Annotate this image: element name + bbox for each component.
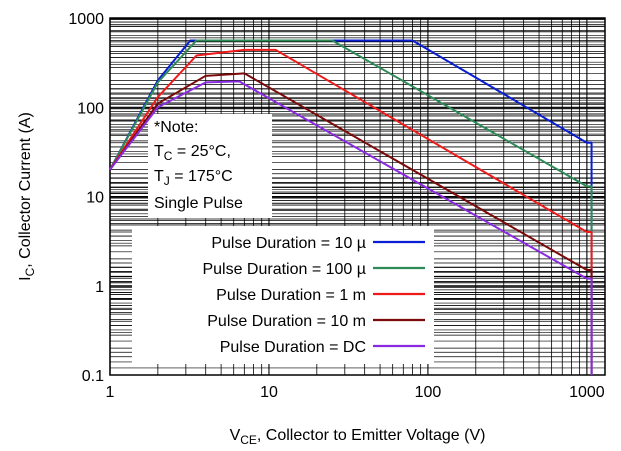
note-tj: TJ = 175°C (154, 168, 233, 188)
legend: Pulse Duration = 10 µ Pulse Duration = 10… (132, 226, 434, 364)
y-tick-label-0: 0.1 (82, 368, 104, 385)
y-tick-label-4: 1000 (68, 11, 104, 28)
series-line-2 (109, 48, 593, 375)
plot-frame (109, 17, 606, 376)
y-tick-label-3: 100 (77, 100, 104, 117)
legend-label-3: Pulse Duration = 10 m (207, 313, 366, 330)
note-title: *Note: (154, 119, 198, 136)
series-line-1 (109, 39, 593, 375)
x-tick-label-2: 100 (415, 384, 442, 401)
y-axis-title: IC, Collector Current (A) (17, 112, 37, 281)
series-line-4 (109, 80, 593, 375)
legend-label-4: Pulse Duration = DC (220, 339, 366, 356)
note-tc: TC = 25°C, (154, 143, 231, 163)
y-tick-label-2: 10 (86, 190, 104, 207)
note-pulse: Single Pulse (154, 195, 243, 212)
legend-label-0: Pulse Duration = 10 µ (211, 235, 366, 252)
x-axis-title: VCE, Collector to Emitter Voltage (V) (230, 427, 486, 447)
note-box: *Note: TC = 25°C, TJ = 175°C Single Puls… (148, 114, 272, 218)
legend-label-2: Pulse Duration = 1 m (216, 287, 366, 304)
legend-label-1: Pulse Duration = 100 µ (202, 261, 366, 278)
x-tick-label-3: 1000 (569, 384, 605, 401)
x-tick-label-0: 1 (106, 384, 115, 401)
series (109, 39, 593, 375)
series-line-0 (109, 39, 593, 375)
y-tick-label-1: 1 (95, 279, 104, 296)
x-tick-label-1: 10 (260, 384, 278, 401)
series-line-3 (109, 72, 593, 375)
